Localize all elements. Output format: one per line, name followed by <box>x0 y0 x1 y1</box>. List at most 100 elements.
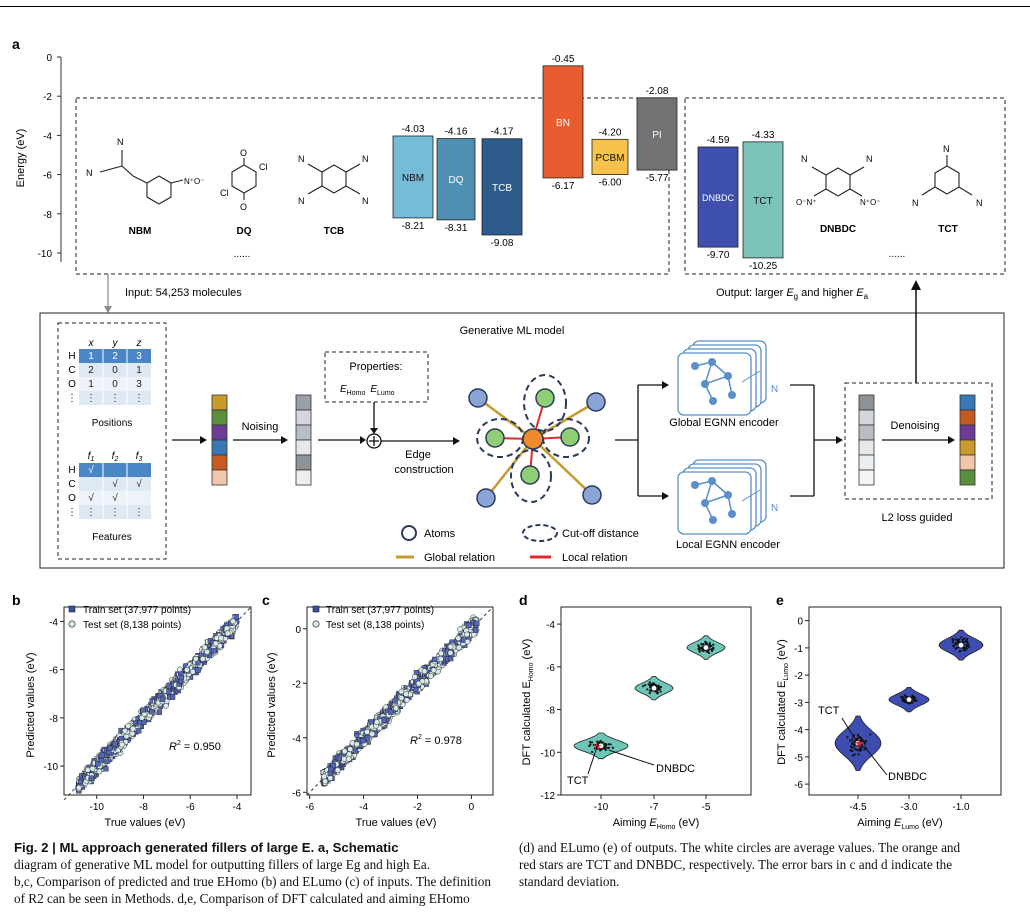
panel-e-annot-dnbdc: DNBDC <box>888 771 927 783</box>
train-point <box>107 745 113 751</box>
y-tick-label: -2 <box>292 679 301 690</box>
table-cell: 0 <box>112 379 118 390</box>
test-point <box>193 655 199 662</box>
violin-point <box>902 696 905 699</box>
mean-marker <box>702 644 710 651</box>
denoising-label: Denoising <box>891 420 940 432</box>
table-cell: 3 <box>136 351 142 362</box>
test-point <box>125 723 131 729</box>
violin-point <box>900 695 903 699</box>
test-point <box>129 730 136 737</box>
violin-point <box>646 688 649 691</box>
violin-point <box>656 692 659 695</box>
test-point <box>373 719 380 726</box>
test-point <box>322 778 329 785</box>
test-point <box>130 725 136 732</box>
violin-point <box>643 683 647 687</box>
violin-point <box>649 683 652 686</box>
train-point <box>392 698 398 704</box>
y-tick-label: -8 <box>49 714 58 725</box>
output-box <box>684 97 1006 275</box>
y-tick-label: -3 <box>794 698 803 709</box>
violin-point <box>964 640 967 643</box>
violin-point <box>596 740 599 743</box>
svg-text:y: y <box>112 338 119 349</box>
energy-bar-lumo: -4.20 <box>599 127 622 138</box>
molecular-graph <box>468 374 606 508</box>
table-row-label: C <box>68 365 75 376</box>
violin-point <box>859 737 862 740</box>
edge-label-2: construction <box>394 464 453 476</box>
violin-point <box>653 682 656 686</box>
energy-bar-dnbdc <box>697 146 739 248</box>
energy-tick-label: -4 <box>43 131 52 142</box>
violin-point <box>659 685 663 689</box>
violin-point <box>710 649 714 653</box>
violin-point <box>708 642 711 645</box>
test-point <box>403 697 410 703</box>
energy-bars: NBM -4.03 -8.21 DQ -4.16 -8.31 TCB -4.17 -9.08 BN… <box>392 54 784 272</box>
y-tick-label: -4 <box>794 726 803 737</box>
svg-text:f3: f3 <box>136 451 143 463</box>
violin-point <box>903 694 906 697</box>
y-tick-label: -6 <box>794 780 803 791</box>
panel-d-letter: d <box>519 592 528 608</box>
table-row-label: O <box>68 379 76 390</box>
x-tick-label: -8 <box>139 802 148 813</box>
energy-tick-label: -8 <box>43 210 52 221</box>
graph-legend: Atoms Cut-off distance Global relation L… <box>396 524 639 564</box>
panel-b-xlabel: True values (eV) <box>105 817 186 829</box>
energy-bar-tcb <box>481 138 523 236</box>
table-cell: ⋮ <box>86 507 96 518</box>
violin-point <box>862 739 865 742</box>
x-tick-label: -5 <box>702 802 711 813</box>
input-mol-tcb: TCB <box>324 226 345 237</box>
test-point <box>184 666 190 673</box>
panel-e-annot-tct: TCT <box>818 705 840 717</box>
table-row-label: C <box>68 479 75 490</box>
mean-marker <box>650 684 658 692</box>
violin-point <box>903 700 906 703</box>
test-point <box>341 756 347 762</box>
violin-point <box>854 748 857 751</box>
violin-point <box>604 743 607 746</box>
test-point <box>163 703 169 709</box>
test-point <box>464 631 470 638</box>
panel-e-xlabel: Aiming ELumo (eV) <box>857 817 942 831</box>
annotation-arrow <box>608 749 655 766</box>
train-point <box>166 689 172 695</box>
test-point <box>457 626 463 633</box>
y-tick-label: 0 <box>295 625 301 636</box>
y-tick-label: -4 <box>49 617 58 628</box>
properties-values: EHomo ELumo <box>340 384 395 397</box>
test-point <box>438 650 444 657</box>
energy-bar-homo: -8.21 <box>402 221 425 232</box>
output-embedding-column <box>959 394 976 486</box>
y-tick-label: -6 <box>49 666 58 677</box>
energy-bar-homo: -6.17 <box>552 181 575 192</box>
train-point <box>104 758 110 764</box>
violin-point <box>591 750 594 753</box>
panel-e-ylabel: DFT calculated ELumo (eV) <box>776 639 790 765</box>
energy-bar-homo: -9.70 <box>707 250 730 261</box>
panel-b-letter: b <box>12 592 21 608</box>
train-point <box>327 770 333 777</box>
y-tick-label: -5 <box>794 753 803 764</box>
output-mol-dnbdc: DNBDC <box>820 224 856 235</box>
panel-c-r2: R2 = 0.978 <box>410 734 462 747</box>
output-mol-tct: TCT <box>938 224 957 235</box>
test-point <box>122 727 128 734</box>
global-encoder-label: Global EGNN encoder <box>669 417 779 429</box>
dnbdc-n2: N <box>866 154 873 164</box>
features-caption: Features <box>92 532 131 543</box>
svg-text:z: z <box>136 338 142 349</box>
test-point <box>347 746 354 753</box>
dq-o2: O <box>240 202 247 212</box>
input-label: Input: 54,253 molecules <box>125 287 242 299</box>
y-tick-label: -4 <box>546 620 555 631</box>
violin-point <box>965 644 968 647</box>
violin-point <box>967 642 970 646</box>
test-point <box>96 768 103 775</box>
dnbdc-no2-2: N⁺O⁻ <box>860 198 880 207</box>
panel-a-letter: a <box>12 36 20 52</box>
